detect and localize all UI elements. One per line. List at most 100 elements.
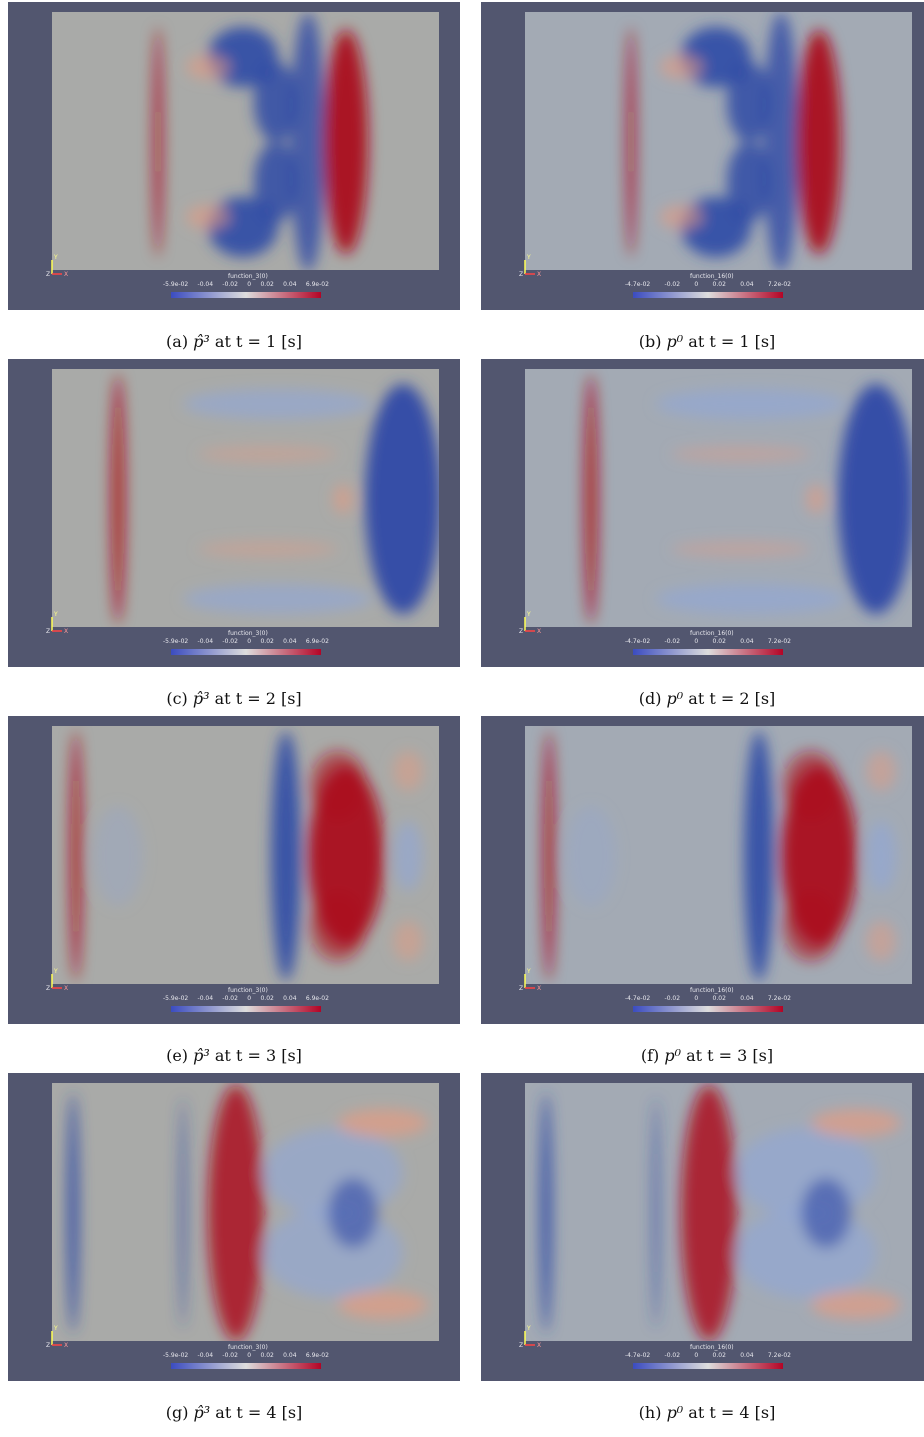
field-blob xyxy=(333,484,353,514)
field-blob xyxy=(186,55,230,79)
caption-field: p̂³ xyxy=(193,1403,211,1422)
axis-label-z: Z xyxy=(519,1342,524,1349)
caption-time: t = 1 [s] xyxy=(709,332,776,351)
axis-label-z: Z xyxy=(46,1342,51,1349)
colorbar-tick-label: 0.04 xyxy=(283,995,297,1002)
caption-time: t = 4 [s] xyxy=(709,1403,776,1422)
colorbar-tick-label: 0 xyxy=(694,995,699,1002)
field-blob xyxy=(671,446,811,462)
colorbar-tick-label: -4.7e-02 xyxy=(625,281,651,288)
field-plot xyxy=(524,1083,912,1369)
colorbar-tick-label: 0.02 xyxy=(712,638,726,645)
caption-label: (f) xyxy=(640,1046,660,1065)
field-blob xyxy=(866,921,896,961)
colorbar-tick-labels: -5.9e-02 -0.04 -0.02 0 0.02 0.04 6.9e-02 xyxy=(163,638,329,645)
colorbar-tick-labels: -5.9e-02 -0.04 -0.02 0 0.02 0.04 6.9e-02 xyxy=(163,281,329,288)
field-blobs xyxy=(584,374,912,624)
field-blob xyxy=(271,731,301,981)
colorbar-title: function_3(0) xyxy=(228,987,268,994)
colorbar-title: function_3(0) xyxy=(228,273,268,280)
field-blob xyxy=(783,891,839,961)
field-blob xyxy=(838,384,912,614)
colorbar-tick-label: 7.2e-02 xyxy=(767,281,791,288)
field-blob xyxy=(811,1291,901,1319)
panel-b: function_16(0) -4.7e-02 -0.02 0 0.02 0.04 7.2e… xyxy=(481,2,924,310)
colorbar xyxy=(171,1363,321,1369)
colorbar-tick-label: -0.02 xyxy=(222,995,238,1002)
axis-label-y: Y xyxy=(527,611,531,618)
field-blob xyxy=(290,12,326,270)
field-blob xyxy=(659,205,703,229)
axis-label-y: Y xyxy=(54,611,58,618)
colorbar-tick-label: 0 xyxy=(694,638,699,645)
axis-label-z: Z xyxy=(46,628,51,635)
colorbar-tick-label: -5.9e-02 xyxy=(163,638,189,645)
field-blob xyxy=(208,1085,264,1341)
field-blob xyxy=(584,374,598,624)
field-plot xyxy=(51,369,439,655)
field-blob xyxy=(806,484,826,514)
caption-h: (h) p⁰ at t = 4 [s] xyxy=(638,1403,776,1422)
field-blobs xyxy=(70,731,423,981)
panel-h: function_16(0) -4.7e-02 -0.02 0 0.02 0.04 7.2e… xyxy=(481,1073,924,1381)
field-blob xyxy=(681,1085,737,1341)
caption-label: (g) xyxy=(165,1403,189,1422)
caption-label: (h) xyxy=(638,1403,662,1422)
panel-c: function_3(0) -5.9e-02 -0.04 -0.02 0 0.02 0.04… xyxy=(8,359,460,667)
caption-a: (a) p̂³ at t = 1 [s] xyxy=(166,332,302,351)
colorbar-tick-label: 6.9e-02 xyxy=(305,995,329,1002)
caption-g: (g) p̂³ at t = 4 [s] xyxy=(165,1403,303,1422)
colorbar-title: function_16(0) xyxy=(690,987,734,994)
colorbar xyxy=(633,292,783,298)
colorbar-tick-label: -0.02 xyxy=(664,1352,681,1359)
field-blob xyxy=(744,731,774,981)
colorbar-tick-label: 7.2e-02 xyxy=(767,1352,791,1359)
caption-time: t = 2 [s] xyxy=(709,689,776,708)
colorbar-tick-label: 0 xyxy=(247,638,252,645)
colorbar-tick-label: 0.02 xyxy=(712,1352,726,1359)
axis-label-x: X xyxy=(64,985,69,992)
field-blob xyxy=(254,142,298,222)
field-blob xyxy=(866,751,896,791)
field-blob xyxy=(763,12,799,270)
field-blob xyxy=(393,821,423,891)
colorbar xyxy=(633,1363,783,1369)
colorbar xyxy=(171,649,321,655)
colorbar xyxy=(633,1006,783,1012)
colorbar-tick-label: 0 xyxy=(247,1352,252,1359)
axis-label-z: Z xyxy=(519,985,524,992)
field-blob xyxy=(365,384,439,614)
colorbar-tick-label: 0.02 xyxy=(712,281,726,288)
caption-field: p̂³ xyxy=(193,1046,210,1065)
caption-label: (e) xyxy=(166,1046,189,1065)
field-blob xyxy=(652,1098,660,1328)
field-blob xyxy=(254,62,298,142)
colorbar-tick-label: -5.9e-02 xyxy=(163,1352,189,1359)
field-blob xyxy=(179,1098,187,1328)
field-blob xyxy=(566,806,616,906)
axis-label-z: Z xyxy=(519,271,524,278)
caption-c: (c) p̂³ at t = 2 [s] xyxy=(166,689,302,708)
axis-label-x: X xyxy=(64,271,69,278)
caption-b: (b) p⁰ at t = 1 [s] xyxy=(638,332,776,351)
field-blob xyxy=(183,584,373,614)
colorbar-tick-label: 0.02 xyxy=(712,995,726,1002)
colorbar xyxy=(171,292,321,298)
field-plot xyxy=(51,1083,439,1369)
field-blob xyxy=(626,27,636,257)
field-plot xyxy=(51,726,439,1012)
field-blob xyxy=(727,142,771,222)
field-blob xyxy=(338,1109,428,1137)
colorbar-tick-labels: -4.7e-02 -0.02 0 0.02 0.04 7.2e-02 xyxy=(625,995,791,1002)
caption-label: (c) xyxy=(166,689,188,708)
colorbar-tick-label: 7.2e-02 xyxy=(767,995,791,1002)
field-blob xyxy=(93,806,143,906)
field-blob xyxy=(310,751,366,821)
field-blobs xyxy=(626,12,841,270)
colorbar-tick-label: 0.04 xyxy=(740,995,754,1002)
field-blob xyxy=(324,30,368,254)
field-blob xyxy=(111,374,125,624)
caption-field: p̂³ xyxy=(193,332,210,351)
colorbar-tick-label: -0.02 xyxy=(664,995,681,1002)
colorbar-tick-label: -5.9e-02 xyxy=(163,281,189,288)
